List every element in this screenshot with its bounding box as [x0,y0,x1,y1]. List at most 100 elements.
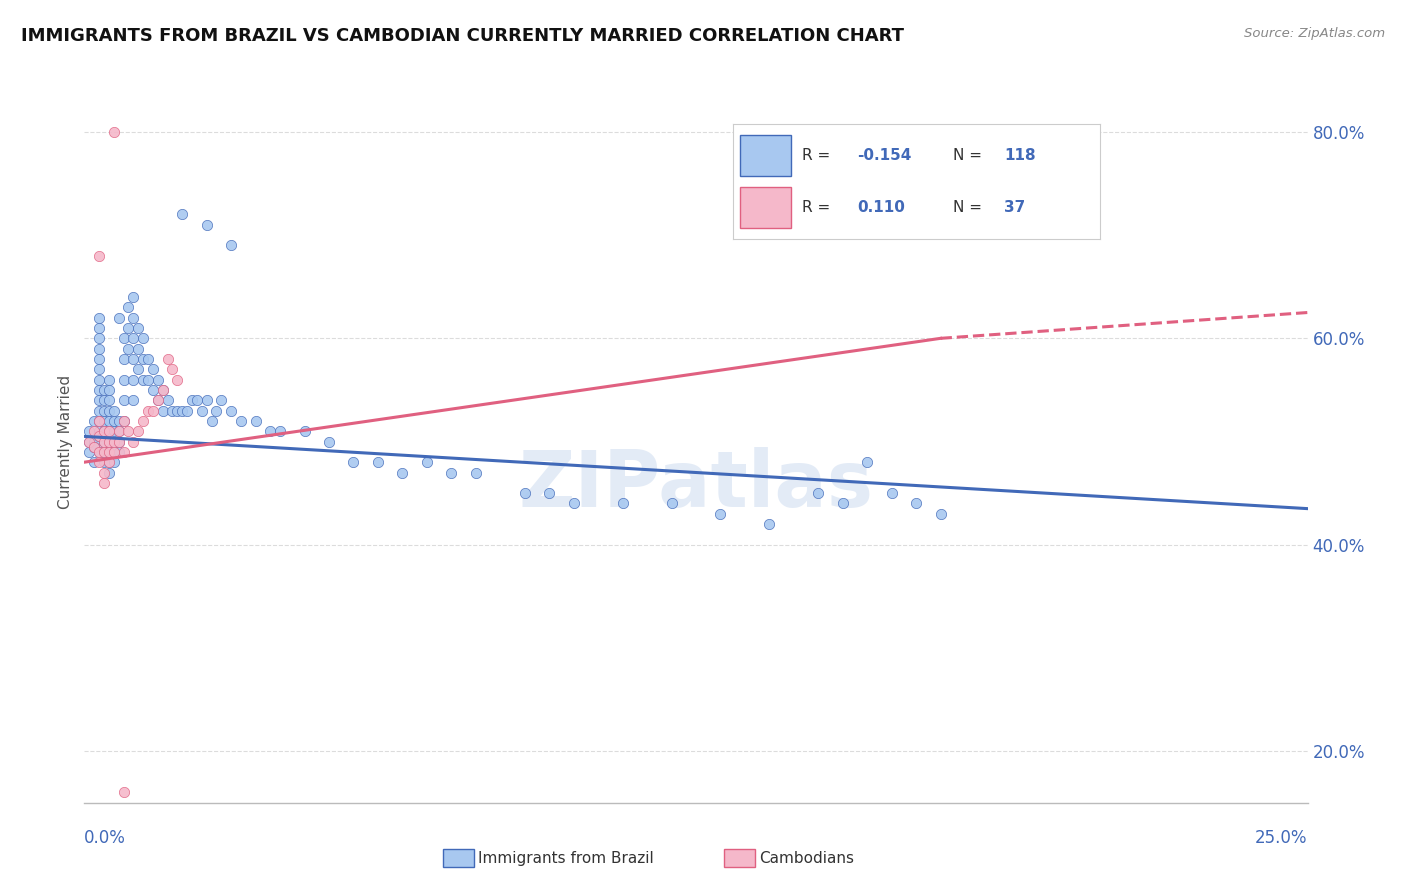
Point [87,249,110,263]
Point [122,290,145,304]
Point [269,424,291,438]
Point [103,434,125,449]
Point [758,517,780,532]
Point [83,424,105,438]
Point [259,424,281,438]
Point [83,434,105,449]
Point [209,393,232,408]
Point [83,414,105,428]
Point [195,393,218,408]
Point [87,414,110,428]
Point [513,486,536,500]
Point [87,403,110,417]
Point [93,383,115,397]
Point [342,455,364,469]
Point [87,351,110,366]
Y-axis label: Currently Married: Currently Married [58,375,73,508]
Point [440,466,463,480]
Point [146,393,169,408]
Point [831,496,853,510]
Point [195,218,218,232]
Point [112,785,135,799]
Text: Cambodians: Cambodians [759,851,855,865]
Point [117,342,139,356]
Point [97,466,120,480]
Point [132,373,155,387]
Point [97,403,120,417]
Text: Source: ZipAtlas.com: Source: ZipAtlas.com [1244,27,1385,40]
Point [87,429,110,443]
Point [538,486,561,500]
Point [107,434,129,449]
Point [93,424,115,438]
Point [186,393,208,408]
Point [905,496,928,510]
Point [136,351,159,366]
Point [318,434,340,449]
Point [83,440,105,454]
Point [87,310,110,325]
Point [152,403,174,417]
Point [146,373,169,387]
Point [107,424,129,438]
Point [87,445,110,459]
Point [97,373,120,387]
Point [103,445,125,459]
Point [132,331,155,345]
Point [87,331,110,345]
Point [97,424,120,438]
Point [112,351,135,366]
Point [103,816,125,830]
Point [112,331,135,345]
Point [156,393,179,408]
Point [87,455,110,469]
Point [87,373,110,387]
Point [176,403,198,417]
Point [132,414,155,428]
Text: 0.0%: 0.0% [84,830,127,847]
Point [127,321,149,335]
Point [166,403,188,417]
Point [122,310,145,325]
Point [112,414,135,428]
Point [97,455,120,469]
Point [156,351,179,366]
Point [117,321,139,335]
Point [146,393,169,408]
Point [391,466,413,480]
Point [97,434,120,449]
Point [162,362,184,376]
Point [127,362,149,376]
Point [83,455,105,469]
Point [83,440,105,454]
Point [807,486,830,500]
Point [87,393,110,408]
Text: Immigrants from Brazil: Immigrants from Brazil [478,851,654,865]
Point [294,424,316,438]
Point [142,383,165,397]
Point [880,486,903,500]
Text: ZIPatlas: ZIPatlas [519,447,873,523]
Point [93,466,115,480]
Point [97,445,120,459]
Point [107,424,129,438]
Point [191,403,214,417]
Point [245,414,267,428]
Point [112,414,135,428]
Point [117,424,139,438]
Point [229,414,252,428]
Point [93,434,115,449]
Point [103,455,125,469]
Point [87,429,110,443]
Point [77,434,100,449]
Point [152,383,174,397]
Point [93,424,115,438]
Point [127,424,149,438]
Point [172,207,194,221]
Point [103,445,125,459]
Point [132,351,155,366]
Point [166,373,188,387]
Point [464,466,486,480]
Point [93,445,115,459]
Point [77,424,100,438]
